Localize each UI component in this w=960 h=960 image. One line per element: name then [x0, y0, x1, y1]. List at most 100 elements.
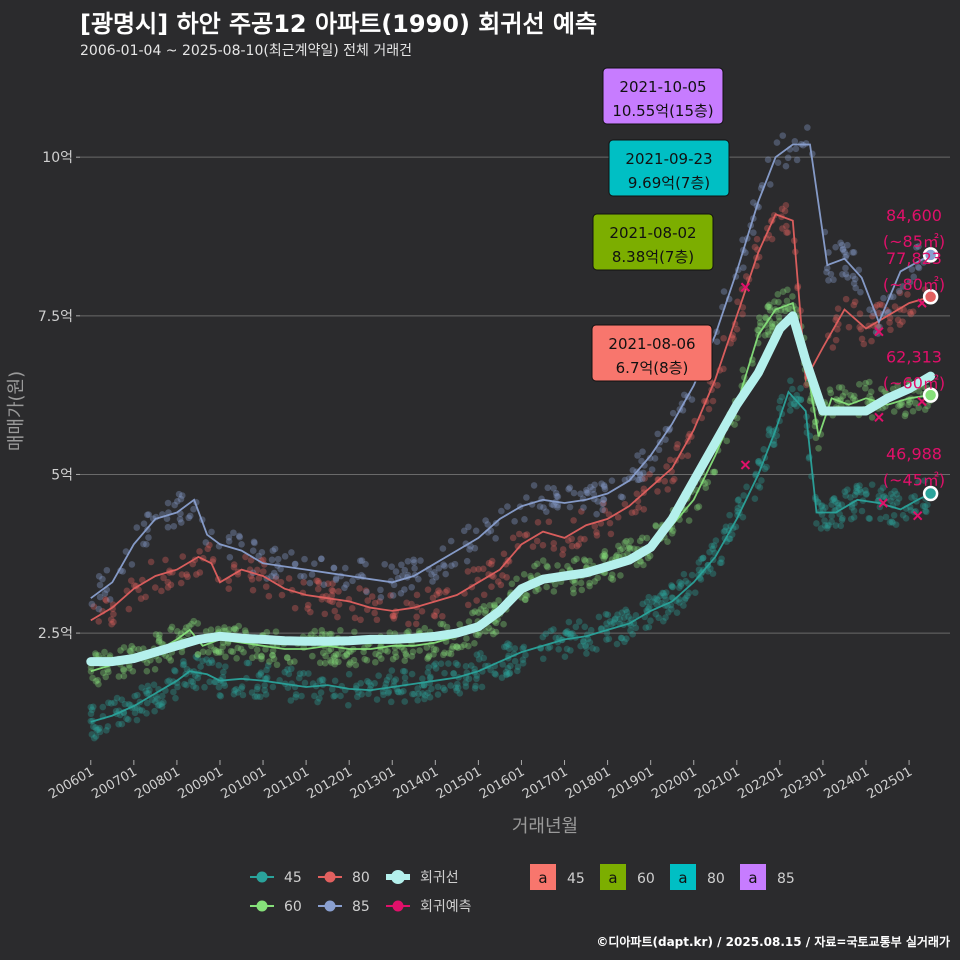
transaction-point-85 [915, 243, 922, 250]
transaction-point-45 [453, 687, 461, 694]
transaction-point-45 [688, 571, 696, 579]
x-tick-label: 202501 [865, 764, 915, 802]
transaction-point-45 [425, 664, 432, 671]
transaction-point-60 [372, 658, 379, 666]
transaction-point-45 [862, 486, 869, 494]
transaction-point-45 [292, 691, 300, 698]
transaction-point-45 [261, 682, 268, 689]
transaction-point-85 [122, 548, 130, 555]
transaction-point-45 [770, 441, 778, 448]
transaction-point-60 [445, 650, 452, 657]
transaction-point-85 [357, 557, 364, 565]
transaction-point-60 [454, 644, 462, 652]
transaction-point-80 [433, 591, 441, 598]
transaction-point-45 [676, 578, 683, 586]
series-line-80 [90, 213, 931, 622]
transaction-point-80 [614, 513, 622, 521]
transaction-point-60 [532, 587, 539, 595]
transaction-point-85 [297, 572, 304, 580]
transaction-point-80 [894, 316, 902, 324]
transaction-point-85 [839, 245, 847, 253]
transaction-point-45 [822, 504, 829, 511]
transaction-point-45 [582, 642, 589, 650]
callout-box [608, 139, 730, 197]
transaction-point-85 [190, 505, 197, 513]
transaction-point-45 [133, 716, 141, 724]
x-tick-label: 201001 [219, 764, 269, 802]
transaction-point-85 [600, 496, 607, 503]
transaction-point-80 [107, 616, 115, 623]
transaction-point-45 [473, 675, 480, 683]
transaction-point-45 [682, 577, 690, 585]
transaction-point-85 [128, 561, 136, 568]
transaction-point-60 [644, 554, 652, 562]
transaction-point-80 [593, 529, 600, 536]
transaction-point-45 [924, 501, 931, 509]
transaction-point-60 [424, 655, 431, 662]
transaction-point-45 [902, 515, 910, 522]
transaction-point-80 [412, 620, 420, 628]
transaction-point-80 [390, 615, 398, 622]
transaction-point-80 [193, 571, 200, 578]
transaction-point-60 [237, 645, 245, 653]
transaction-point-60 [475, 631, 482, 639]
transaction-point-60 [469, 609, 476, 617]
transaction-point-60 [155, 656, 163, 664]
transaction-point-85 [268, 556, 276, 564]
transaction-point-80 [779, 225, 786, 232]
transaction-point-80 [430, 612, 438, 619]
transaction-point-80 [670, 475, 678, 483]
transaction-point-80 [674, 440, 681, 448]
transaction-point-80 [628, 509, 636, 516]
transaction-point-45 [197, 663, 204, 670]
transaction-point-45 [575, 618, 583, 625]
transaction-point-85 [185, 514, 193, 522]
transaction-point-80 [413, 591, 421, 599]
transaction-point-85 [271, 545, 279, 553]
transaction-point-60 [127, 647, 134, 655]
transaction-point-60 [92, 650, 99, 657]
transaction-point-60 [332, 658, 339, 665]
transaction-point-85 [177, 495, 185, 503]
transaction-point-45 [908, 494, 915, 501]
x-tick-label: 202201 [735, 764, 785, 802]
transaction-point-85 [793, 156, 801, 164]
transaction-point-85 [291, 560, 299, 568]
transaction-point-45 [891, 487, 898, 495]
transaction-point-60 [461, 641, 468, 649]
transaction-point-85 [465, 523, 472, 531]
transaction-point-80 [640, 485, 648, 493]
transaction-point-45 [545, 644, 552, 652]
transaction-point-60 [668, 530, 676, 537]
transaction-point-45 [216, 692, 224, 699]
transaction-point-45 [839, 515, 846, 522]
transaction-point-45 [787, 377, 794, 385]
transaction-point-45 [506, 669, 514, 677]
transaction-point-60 [182, 624, 190, 631]
max-price-callouts: 2021-10-05 10.55억(15층) 2021-09-23 9.69억(7층)… [591, 67, 730, 382]
transaction-point-45 [92, 733, 100, 740]
transaction-point-85 [238, 541, 245, 548]
transaction-point-60 [463, 635, 470, 642]
transaction-point-80 [429, 594, 437, 602]
transaction-point-45 [143, 709, 150, 717]
transaction-point-80 [550, 545, 558, 552]
transaction-point-45 [285, 670, 293, 678]
transaction-point-60 [881, 388, 888, 396]
transaction-point-80 [899, 318, 906, 325]
transaction-point-45 [770, 441, 777, 448]
transaction-point-85 [300, 573, 308, 580]
transaction-point-60 [439, 620, 447, 628]
transaction-point-85 [590, 490, 598, 498]
transaction-point-45 [408, 670, 416, 678]
transaction-point-60 [233, 655, 240, 662]
transaction-point-85 [272, 573, 280, 580]
transaction-point-60 [190, 617, 198, 625]
transaction-point-45 [828, 512, 835, 520]
transaction-point-60 [115, 673, 123, 680]
callout-price: 9.69억(7층) [628, 174, 710, 192]
transaction-point-45 [627, 627, 634, 634]
transaction-point-60 [405, 628, 412, 635]
transaction-point-85 [301, 555, 308, 563]
transaction-point-80 [906, 308, 914, 316]
